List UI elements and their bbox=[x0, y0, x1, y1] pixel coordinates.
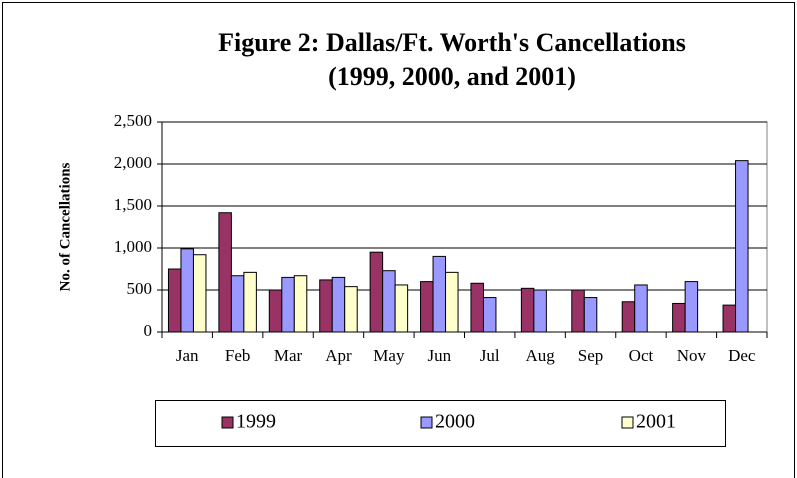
bar bbox=[533, 289, 547, 333]
bar bbox=[722, 304, 737, 333]
legend-swatch bbox=[621, 416, 634, 429]
y-axis-label: No. of Cancellations bbox=[57, 162, 73, 291]
x-tick-label: May bbox=[373, 346, 405, 365]
x-tick-label: Nov bbox=[677, 346, 707, 365]
bar bbox=[230, 275, 245, 333]
bar bbox=[268, 289, 283, 333]
bar bbox=[520, 287, 535, 333]
plot-area bbox=[161, 121, 768, 333]
bar bbox=[432, 255, 447, 333]
chart-subtitle: (1999, 2000, and 2001) bbox=[328, 62, 576, 91]
bar bbox=[180, 248, 194, 333]
y-tick-label: 500 bbox=[127, 279, 153, 298]
bar bbox=[369, 251, 384, 333]
y-tick-label: 1,000 bbox=[114, 237, 152, 256]
bar bbox=[420, 281, 434, 333]
bar bbox=[482, 297, 497, 333]
bar bbox=[218, 212, 232, 333]
chart-title: Figure 2: Dallas/Ft. Worth's Cancellatio… bbox=[218, 28, 686, 57]
x-tick-label: Sep bbox=[578, 346, 604, 365]
x-tick-label: Dec bbox=[728, 346, 756, 365]
bar bbox=[621, 301, 636, 333]
bar bbox=[470, 282, 484, 333]
bar bbox=[672, 302, 686, 333]
x-tick-label: Aug bbox=[525, 346, 555, 365]
bar bbox=[344, 286, 358, 333]
bar bbox=[634, 284, 648, 333]
legend-swatch bbox=[221, 416, 234, 429]
bar bbox=[684, 281, 699, 333]
legend-swatch bbox=[420, 416, 433, 429]
bar bbox=[445, 271, 459, 333]
x-tick-label: Feb bbox=[225, 346, 251, 365]
x-tick-label: Jul bbox=[480, 346, 500, 365]
bar bbox=[281, 276, 295, 333]
bar bbox=[167, 268, 182, 333]
x-tick-label: Jan bbox=[176, 346, 199, 365]
bar bbox=[571, 289, 585, 333]
bar bbox=[382, 270, 396, 333]
bar bbox=[319, 279, 333, 333]
y-tick-label: 2,500 bbox=[114, 111, 152, 130]
legend-label: 2001 bbox=[636, 411, 676, 433]
legend-label: 1999 bbox=[236, 411, 276, 433]
bar bbox=[394, 284, 409, 333]
y-tick-label: 2,000 bbox=[114, 153, 152, 172]
bar bbox=[331, 276, 346, 333]
x-tick-label: Mar bbox=[274, 346, 303, 365]
y-tick-label: 0 bbox=[144, 321, 153, 340]
legend-label: 2000 bbox=[435, 411, 475, 433]
y-tick-label: 1,500 bbox=[114, 195, 152, 214]
bar bbox=[192, 254, 207, 333]
x-tick-label: Jun bbox=[427, 346, 451, 365]
bar bbox=[243, 271, 257, 333]
bar bbox=[293, 275, 308, 333]
x-tick-label: Oct bbox=[629, 346, 654, 365]
bar bbox=[583, 297, 598, 333]
bar bbox=[735, 160, 749, 333]
x-tick-label: Apr bbox=[325, 346, 352, 365]
